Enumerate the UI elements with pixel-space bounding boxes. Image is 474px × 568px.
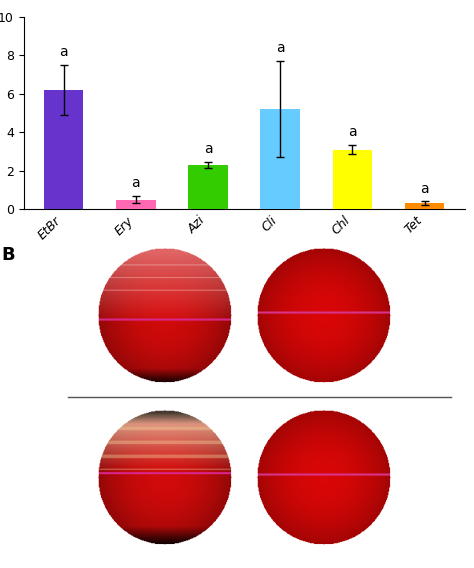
Bar bbox=[188, 165, 228, 209]
Text: a: a bbox=[348, 125, 357, 139]
Bar bbox=[260, 109, 300, 209]
Text: a: a bbox=[59, 45, 68, 59]
Text: a: a bbox=[420, 182, 429, 196]
Bar bbox=[44, 90, 83, 209]
Text: B: B bbox=[2, 246, 15, 264]
Bar bbox=[333, 149, 372, 209]
Text: a: a bbox=[276, 41, 284, 56]
Text: a: a bbox=[131, 176, 140, 190]
Bar bbox=[116, 199, 155, 209]
Bar bbox=[405, 203, 445, 209]
Text: a: a bbox=[204, 143, 212, 156]
